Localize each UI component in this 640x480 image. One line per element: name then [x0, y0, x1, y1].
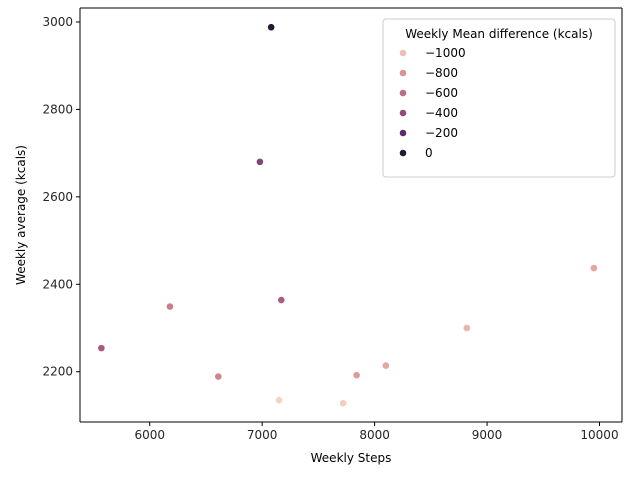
x-tick-label: 8000	[359, 428, 390, 442]
data-point-1	[267, 23, 276, 32]
data-point-5	[166, 302, 174, 311]
x-tick-label: 6000	[134, 428, 165, 442]
data-point-11	[275, 396, 283, 405]
x-ticks: 6000 7000 8000 9000 10000	[134, 422, 619, 442]
legend-entries: −1000 −800 −600 −400 −200 0	[399, 46, 466, 160]
legend-title: Weekly Mean difference (kcals)	[405, 27, 593, 41]
legend-entry-label: −400	[425, 106, 458, 120]
legend-entry-label: −800	[425, 66, 458, 80]
y-tick-label: 2200	[42, 365, 73, 379]
x-tick-label: 7000	[247, 428, 278, 442]
legend-marker	[399, 149, 407, 157]
legend-marker	[399, 89, 407, 97]
data-point-12	[339, 399, 348, 408]
legend: Weekly Mean difference (kcals) −1000 −800…	[382, 18, 616, 178]
legend-marker	[399, 109, 407, 117]
data-point-10	[214, 372, 223, 381]
data-point-9	[352, 371, 361, 380]
legend-marker	[399, 49, 407, 57]
points-layer	[97, 23, 598, 408]
legend-marker	[399, 129, 407, 137]
data-point-7	[97, 344, 106, 353]
x-tick-label: 10000	[580, 428, 618, 442]
legend-entry-label: −600	[425, 86, 458, 100]
data-point-4	[277, 296, 286, 304]
x-tick-label: 9000	[472, 428, 503, 442]
x-axis-label: Weekly Steps	[311, 451, 392, 465]
data-point-3	[589, 264, 598, 273]
data-point-8	[381, 361, 390, 370]
legend-entry-label: −200	[425, 126, 458, 140]
y-tick-label: 2800	[42, 102, 73, 116]
legend-entry-label: −1000	[425, 46, 466, 60]
y-tick-label: 2600	[42, 190, 73, 204]
y-axis-label: Weekly average (kcals)	[14, 145, 28, 285]
y-ticks: 2200 2400 2600 2800 3000	[42, 15, 80, 379]
axes-frame	[79, 7, 623, 423]
y-tick-label: 3000	[42, 15, 73, 29]
legend-marker	[399, 69, 407, 77]
y-tick-label: 2400	[42, 277, 73, 291]
data-point-6	[462, 324, 471, 332]
data-point-2	[256, 157, 264, 166]
legend-entry-label: 0	[425, 146, 433, 160]
legend-box	[382, 18, 616, 178]
